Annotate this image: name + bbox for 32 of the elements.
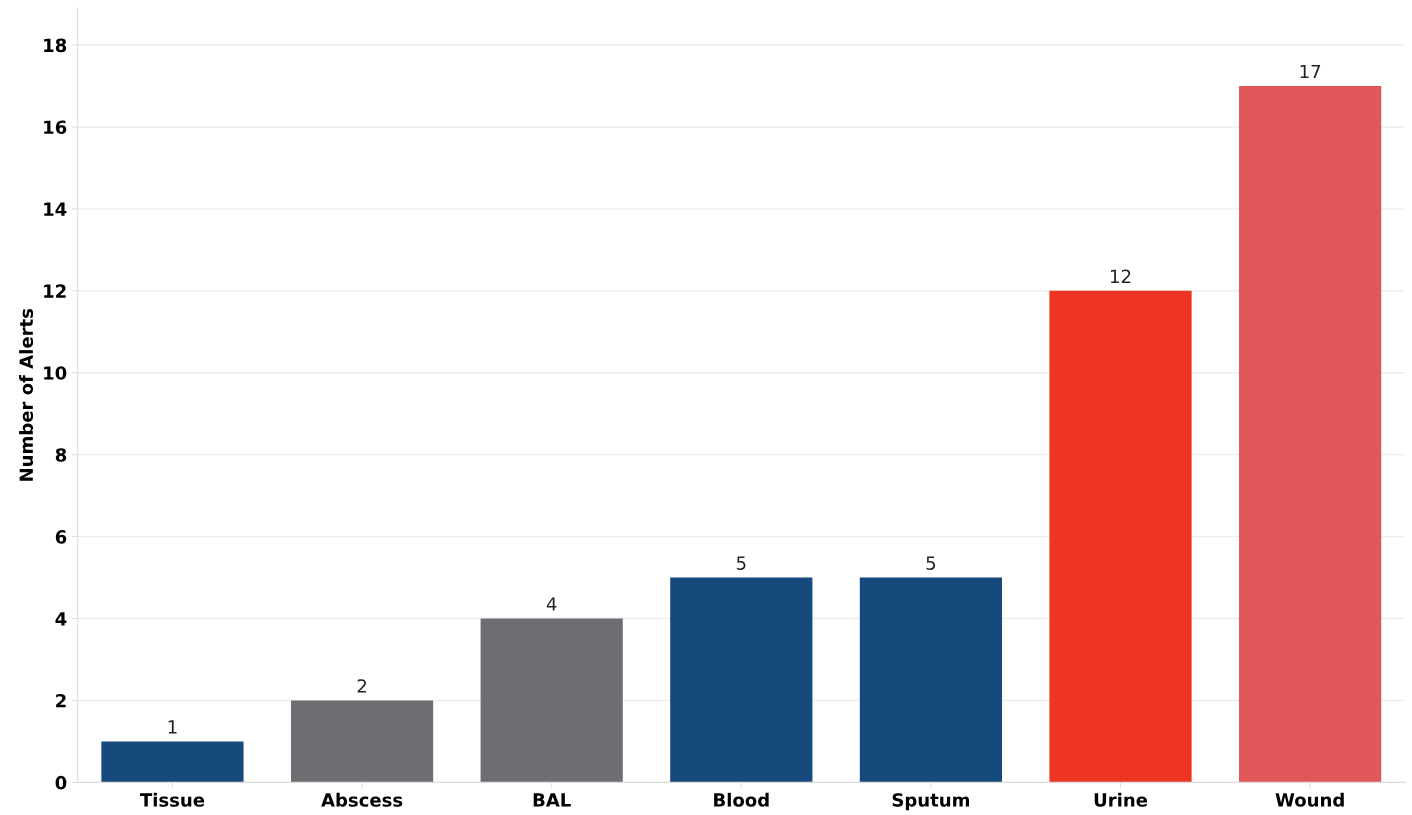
bar — [1049, 290, 1192, 783]
y-tick-label: 14 — [44, 202, 67, 216]
bar — [480, 618, 623, 783]
bar — [859, 577, 1003, 783]
x-tick-label: Urine — [1094, 792, 1148, 807]
x-tick-label: Abscess — [321, 792, 403, 807]
data-label: 17 — [1300, 64, 1321, 79]
x-tick-label: BAL — [533, 793, 571, 807]
x-tick-label: Blood — [714, 792, 769, 807]
data-label: 4 — [546, 597, 557, 611]
y-tick-label: 16 — [44, 120, 67, 135]
y-tick-label: 12 — [44, 284, 66, 298]
x-tick-label: Tissue — [140, 792, 205, 807]
y-tick-label: 0 — [55, 775, 67, 790]
y-tick-label: 4 — [55, 612, 67, 626]
data-label: 12 — [1111, 269, 1131, 283]
x-tick-label: Sputum — [892, 793, 970, 811]
bar — [670, 577, 813, 783]
bar — [1239, 85, 1382, 783]
data-label: 5 — [926, 556, 936, 570]
y-tick-label: 6 — [55, 530, 67, 544]
x-tick-label: Wound — [1275, 792, 1344, 807]
y-tick-label: 8 — [55, 448, 67, 462]
y-tick-label: 2 — [56, 693, 66, 708]
y-axis-title: Number of Alerts — [19, 308, 34, 481]
y-tick-label: 18 — [44, 38, 67, 53]
y-tick-label: 10 — [44, 366, 67, 380]
data-label: 1 — [168, 720, 177, 734]
data-label: 5 — [736, 556, 746, 570]
data-label: 2 — [357, 679, 367, 693]
bar — [101, 741, 244, 783]
bar — [290, 700, 434, 783]
